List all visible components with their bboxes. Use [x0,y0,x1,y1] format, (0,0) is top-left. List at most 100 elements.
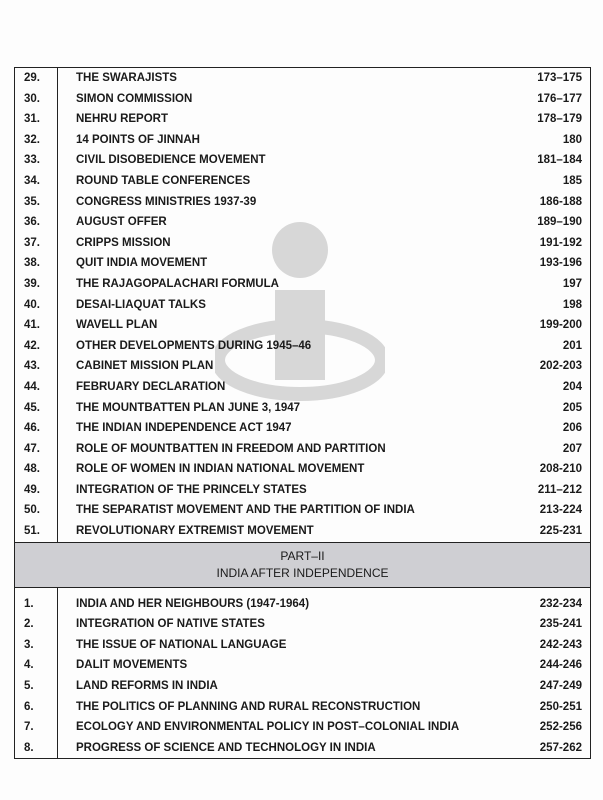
toc-row: 46. THE INDIAN INDEPENDENCE ACT 1947 206 [14,418,591,439]
row-number: 6. [14,696,58,718]
row-number: 49. [14,479,58,501]
toc-row: 39. THE RAJAGOPALACHARI FORMULA 197 [14,273,591,295]
chapter-title: CIVIL DISOBEDIENCE MOVEMENT [76,154,266,167]
page-range: 205 [562,401,582,414]
chapter-title: CONGRESS MINISTRIES 1937-39 [76,195,257,208]
toc-row: 34. ROUND TABLE CONFERENCES 185 [14,170,591,192]
toc-row: 29. THE SWARAJISTS 173–175 [14,67,591,89]
page-range: 211–212 [537,483,582,496]
toc-row: 31. NEHRU REPORT 178–179 [14,109,591,130]
chapter-title: THE RAJAGOPALACHARI FORMULA [76,277,279,290]
chapter-title: ROLE OF WOMEN IN INDIAN NATIONAL MOVEMEN… [76,463,365,476]
page-range: 225-231 [539,525,582,538]
row-number: 38. [14,253,58,274]
chapter-title: THE SEPARATIST MOVEMENT AND THE PARTITIO… [76,504,415,517]
row-number: 36. [14,212,58,233]
toc-row: 44. FEBRUARY DECLARATION 204 [14,376,591,398]
page-range: 207 [562,442,582,455]
toc-row: 5. LAND REFORMS IN INDIA 247-249 [14,676,591,697]
row-number: 32. [14,129,58,151]
chapter-title: REVOLUTIONARY EXTREMIST MOVEMENT [76,525,314,538]
part2-header: PART–II INDIA AFTER INDEPENDENCE [14,541,591,588]
toc-row: 4. DALIT MOVEMENTS 244-246 [14,655,591,677]
info-i-logo-watermark-icon [215,222,385,401]
part2-heading: PART–II [280,548,325,563]
chapter-title: NEHRU REPORT [76,113,169,126]
chapter-title: CRIPPS MISSION [76,236,171,249]
row-number: 3. [14,634,58,656]
page-range: 185 [562,174,582,187]
row-number: 51. [14,521,58,543]
page-range: 235-241 [539,618,582,631]
row-number: 34. [14,170,58,192]
chapter-title: PROGRESS OF SCIENCE AND TECHNOLOGY IN IN… [76,741,376,754]
chapter-title: INDIA AND HER NEIGHBOURS (1947-1964) [76,597,310,610]
page-range: 178–179 [537,113,582,126]
toc-row: 38. QUIT INDIA MOVEMENT 193-196 [14,253,591,274]
toc-row: 7. ECOLOGY AND ENVIRONMENTAL POLICY IN PO… [14,717,591,738]
chapter-title: THE POLITICS OF PLANNING AND RURAL RECON… [76,700,421,713]
row-number: 35. [14,191,58,213]
chapter-title: WAVELL PLAN [76,319,158,332]
row-number: 8. [14,737,58,759]
row-number: 46. [14,418,58,439]
page-range: 181–184 [537,154,582,167]
row-number: 29. [14,67,58,89]
row-number: 31. [14,109,58,130]
toc-row: 50. THE SEPARATIST MOVEMENT AND THE PARTI… [14,500,591,522]
toc-row: 8. PROGRESS OF SCIENCE AND TECHNOLOGY IN … [14,737,591,759]
chapter-title: ROUND TABLE CONFERENCES [76,174,251,187]
chapter-title: DESAI-LIAQUAT TALKS [76,298,206,311]
part2-subheading: INDIA AFTER INDEPENDENCE [216,565,389,580]
page-range: 173–175 [537,72,582,84]
page-range: 208-210 [539,463,582,476]
chapter-title: THE INDIAN INDEPENDENCE ACT 1947 [76,422,292,435]
row-number: 1. [14,593,58,615]
row-number: 50. [14,500,58,522]
toc-row: 32. 14 POINTS OF JINNAH 180 [14,129,591,151]
row-number: 40. [14,294,58,316]
row-number: 42. [14,335,58,357]
part2-rows: 1. INDIA AND HER NEIGHBOURS (1947-1964) 23… [14,593,591,759]
toc-row: 36. AUGUST OFFER 189–190 [14,212,591,233]
row-number: 47. [14,438,58,460]
toc-row: 45. THE MOUNTBATTEN PLAN JUNE 3, 1947 205 [14,397,591,419]
chapter-title: INTEGRATION OF NATIVE STATES [76,618,265,631]
page-range: 199-200 [539,319,582,332]
chapter-title: SIMON COMMISSION [76,92,193,105]
page-range: 191-192 [539,236,582,249]
row-number: 44. [14,376,58,398]
chapter-title: THE ISSUE OF NATIONAL LANGUAGE [76,638,287,651]
toc-row: 48. ROLE OF WOMEN IN INDIAN NATIONAL MOVE… [14,459,591,480]
page-range: 198 [562,298,582,311]
page-range: 201 [562,339,582,352]
chapter-title: 14 POINTS OF JINNAH [76,133,200,146]
row-number: 45. [14,397,58,419]
row-number: 4. [14,655,58,677]
page-range: 180 [562,133,582,146]
page-range: 250-251 [539,700,582,713]
chapter-title: THE MOUNTBATTEN PLAN JUNE 3, 1947 [76,401,301,414]
toc-row: 3. THE ISSUE OF NATIONAL LANGUAGE 242-243 [14,634,591,656]
page-range: 257-262 [539,741,582,754]
page-range: 204 [562,380,582,393]
chapter-title: THE SWARAJISTS [76,72,177,84]
chapter-title: ROLE OF MOUNTBATTEN IN FREEDOM AND PARTI… [76,442,386,455]
page-range: 189–190 [537,216,582,229]
toc-row: 30. SIMON COMMISSION 176–177 [14,88,591,110]
row-number: 48. [14,459,58,480]
chapter-title: INTEGRATION OF THE PRINCELY STATES [76,483,307,496]
toc-row: 35. CONGRESS MINISTRIES 1937-39 186-188 [14,191,591,213]
toc-row: 47. ROLE OF MOUNTBATTEN IN FREEDOM AND PA… [14,438,591,460]
toc-row: 2. INTEGRATION OF NATIVE STATES 235-241 [14,614,591,635]
toc-row: 1. INDIA AND HER NEIGHBOURS (1947-1964) 23… [14,593,591,615]
page-range: 202-203 [539,360,582,373]
toc-row: 41. WAVELL PLAN 199-200 [14,315,591,336]
chapter-title: ECOLOGY AND ENVIRONMENTAL POLICY IN POST… [76,721,460,734]
chapter-title: LAND REFORMS IN INDIA [76,680,218,693]
page-range: 213-224 [539,504,582,517]
row-number: 2. [14,614,58,635]
page-range: 197 [562,277,582,290]
toc-row: 6. THE POLITICS OF PLANNING AND RURAL REC… [14,696,591,718]
